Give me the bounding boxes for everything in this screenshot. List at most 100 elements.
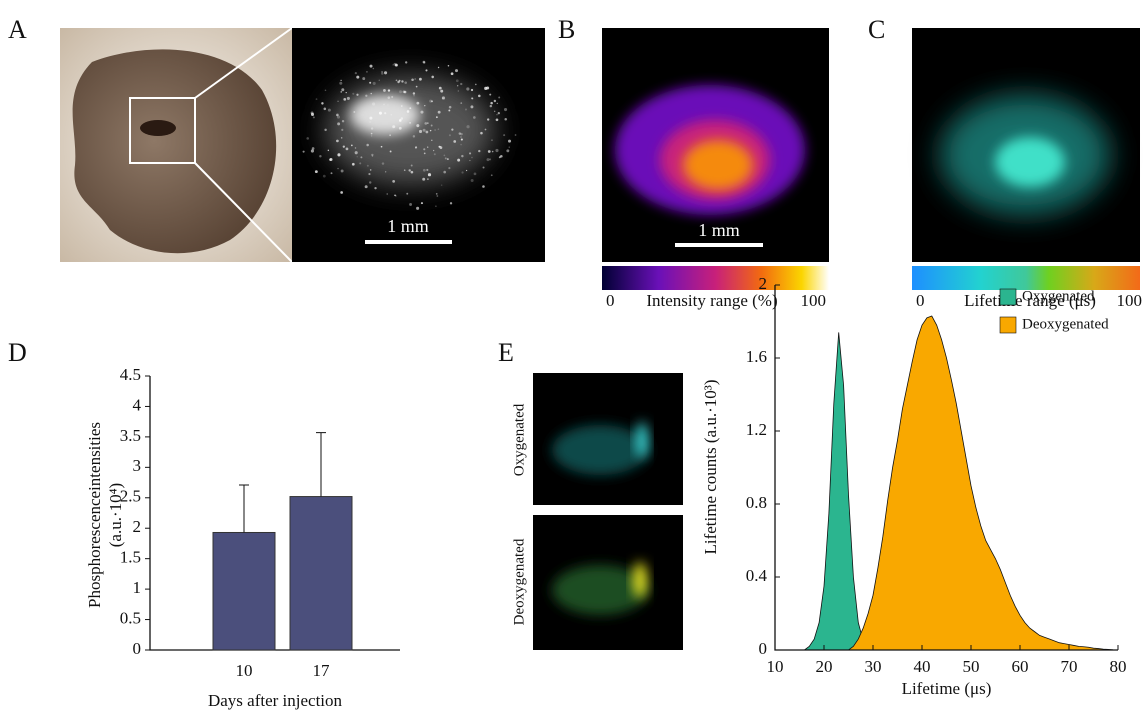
speck [420,110,424,114]
speck [354,71,357,75]
speck [370,127,374,130]
speck [461,154,464,158]
speck [466,125,470,129]
speck [391,95,394,98]
speck [408,169,411,172]
colorbar-label: Lifetime range (μs) [964,291,1096,310]
speck [315,98,318,101]
speck [470,105,474,109]
y-tick-label: 2 [759,274,768,293]
speck [409,203,412,206]
speck [423,152,426,155]
speck [371,153,374,157]
speck [426,168,429,171]
speck [460,132,463,136]
speck [381,162,385,165]
speck [444,157,447,160]
speck [340,191,343,194]
panel-e-images [533,373,683,650]
speck [495,118,499,122]
speck [443,154,446,157]
scale-bar-label: 1 mm [698,220,740,240]
speck [473,116,476,119]
speck [378,111,382,115]
speck [475,83,477,86]
panel-c-image [912,28,1140,290]
speck [366,143,369,147]
speck [350,144,353,147]
speck [409,122,411,124]
speck [411,78,414,82]
y-tick-label: 0.5 [120,608,141,627]
speck [346,96,350,100]
speck [448,109,451,112]
speck [353,111,356,113]
speck [493,110,496,113]
speck [435,193,438,195]
speck [314,170,318,174]
colorbar-min: 0 [916,291,925,310]
speck [493,99,497,103]
speck [336,113,339,117]
x-tick-label: 40 [914,657,931,676]
speck [329,158,333,162]
speck [416,101,420,105]
speck [369,64,373,68]
speck [414,78,416,80]
speck [362,77,366,81]
speck [496,113,498,116]
speck [384,71,388,75]
speck [387,104,389,106]
speck [324,89,327,92]
speck [371,155,374,157]
speck [415,85,418,88]
colorbar-max: 100 [1117,291,1143,310]
speck [489,158,492,161]
speck [384,112,387,115]
speck [381,71,383,73]
speck [337,100,339,102]
panel-label: A [8,15,27,44]
speck [302,150,305,153]
speck [398,126,402,130]
speck [456,85,459,87]
speck [435,116,438,119]
speck [471,156,473,159]
speck [340,91,342,93]
speck [378,79,380,81]
speck [427,146,429,148]
speck [340,137,343,139]
speck [370,135,373,137]
legend-label: Oxygenated [1022,288,1095,304]
speck [356,156,358,158]
speck [337,167,339,170]
speck [341,88,345,92]
speck [468,152,472,155]
speck [339,81,343,85]
speck [431,100,434,103]
x-tick-label: 70 [1061,657,1078,676]
legend-label: Deoxygenated [1022,316,1109,332]
speck [453,140,457,143]
y-tick-label: 4.5 [120,365,141,384]
speck [449,202,453,205]
speck [322,174,326,178]
speck [390,113,393,116]
colorbar-label: Intensity range (%) [646,291,777,310]
speck [401,105,403,107]
speck [365,94,368,97]
speck [409,107,412,110]
speck [440,89,444,93]
speck [336,114,339,117]
speck [464,108,467,111]
panel-label: E [498,338,514,367]
speck [321,102,324,105]
speck [448,134,451,137]
speck [478,94,481,98]
speck [398,119,402,122]
speck [364,185,368,189]
speck [352,92,355,95]
colorbar-max: 100 [801,291,827,310]
legend-swatch [999,288,1017,306]
speck [310,112,315,116]
